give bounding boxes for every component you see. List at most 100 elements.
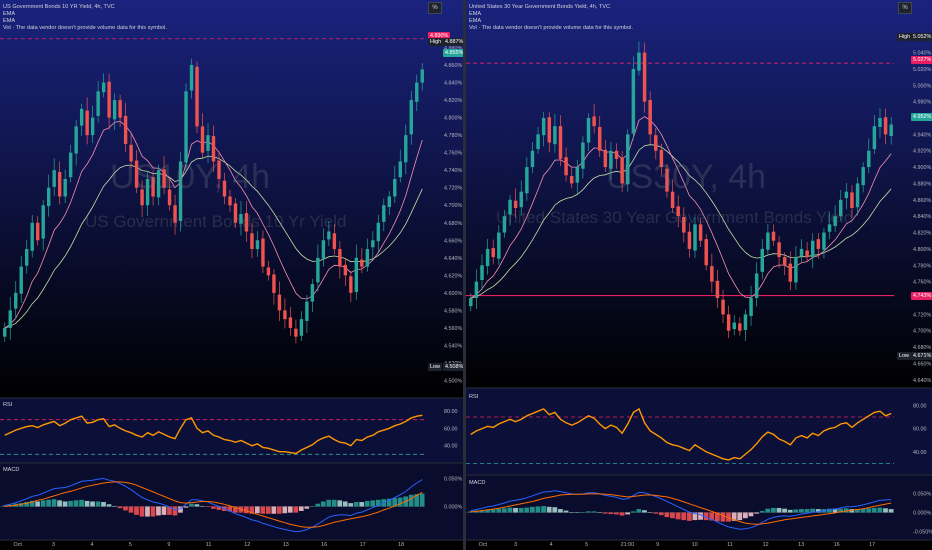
macd-histogram-bar <box>178 506 183 513</box>
macd-histogram-bar <box>139 506 145 517</box>
candle-body <box>883 117 888 135</box>
candle-body <box>698 224 703 241</box>
macd-histogram-bar <box>653 512 659 514</box>
candle-body <box>553 126 557 145</box>
macd-histogram-bar <box>535 506 541 513</box>
time-axis-tick: 17 <box>869 542 875 548</box>
rsi-label[interactable]: RSI <box>3 402 13 408</box>
candle-body <box>14 292 18 309</box>
price-axis-tick: 4.820% <box>444 98 462 104</box>
macd-label[interactable]: MACD <box>3 467 20 473</box>
price-axis-tick: 4.800% <box>444 116 462 122</box>
candle-body <box>3 327 7 337</box>
macd-histogram-bar <box>485 509 490 513</box>
candle-body <box>541 118 546 136</box>
macd-histogram-bar <box>866 508 872 513</box>
candle-body <box>726 314 731 331</box>
high-label: High <box>428 38 444 46</box>
candle-body <box>63 178 67 197</box>
low-value: 4.508% <box>443 363 463 371</box>
time-axis-tick: 3 <box>514 542 517 548</box>
macd-histogram-bar <box>860 508 866 513</box>
macd-histogram-bar <box>518 507 524 513</box>
ema-legend-2[interactable]: EMA <box>469 18 482 24</box>
candle-body <box>239 214 243 224</box>
macd-histogram-bar <box>871 507 877 513</box>
ema-legend-1[interactable]: EMA <box>469 11 482 17</box>
chart-title[interactable]: United States 30 Year Government Bonds Y… <box>469 4 611 10</box>
macd-histogram-bar <box>227 506 233 512</box>
chart-title[interactable]: US Government Bonds 10 YR Yield, 4h, TVC <box>3 4 115 10</box>
candle-body <box>654 135 658 151</box>
candle-body <box>398 161 402 178</box>
chart-pane-us10y[interactable]: 4.880% 4.860% 4.840% 4.820% 4.800% 4.780% 4.76… <box>0 0 463 550</box>
ema-legend-2[interactable]: EMA <box>3 18 16 24</box>
candle-body <box>19 266 23 294</box>
macd-histogram-bar <box>479 510 485 513</box>
ema-legend-1[interactable]: EMA <box>3 11 16 17</box>
macd-histogram-bar <box>793 509 799 513</box>
chart-pane-us30y[interactable]: 5.060%5.040%5.020%5.000%4.980%4.960%4.94… <box>466 0 932 550</box>
macd-histogram-bar <box>838 508 844 513</box>
currency-button[interactable]: % <box>428 2 442 14</box>
time-axis-tick: 5 <box>129 542 132 548</box>
candle-body <box>547 117 552 143</box>
macd-histogram-bar <box>95 501 101 507</box>
macd-histogram-bar <box>255 506 260 514</box>
low-label: Low <box>897 352 911 360</box>
candle-body <box>743 314 748 330</box>
macd-label[interactable]: MACD <box>469 480 486 486</box>
main-pane-background <box>466 0 932 388</box>
rsi-label[interactable]: RSI <box>469 394 479 400</box>
candle-body <box>365 249 370 267</box>
candle-body <box>502 216 507 233</box>
macd-histogram-bar <box>642 510 647 513</box>
macd-histogram-bar <box>216 506 222 510</box>
candle-body <box>30 222 34 251</box>
candle-body <box>184 91 188 163</box>
candle-body <box>228 196 232 206</box>
chart-canvas-us10y[interactable]: 4.880% 4.860% 4.840% 4.820% 4.800% 4.780% 4.76… <box>0 0 463 550</box>
time-axis-tick: 17 <box>360 542 366 548</box>
time-axis-tick: 11 <box>727 542 733 548</box>
rsi-axis-tick: 60.00 <box>444 426 458 432</box>
macd-histogram-bar <box>326 499 332 507</box>
macd-histogram-bar <box>145 506 150 517</box>
macd-histogram-bar <box>686 512 692 521</box>
time-axis-tick: 12 <box>763 542 769 548</box>
macd-histogram-bar <box>167 506 172 515</box>
pane-divider[interactable] <box>463 0 466 550</box>
candle-body <box>777 242 781 258</box>
macd-histogram-bar <box>414 494 420 507</box>
candle-body <box>173 205 177 223</box>
rsi-line <box>4 414 423 455</box>
candle-body <box>272 274 276 293</box>
price-axis-tick: 4.740% <box>444 168 462 174</box>
time-axis-tick: 9 <box>656 542 659 548</box>
chart-canvas-us30y[interactable]: 5.060%5.040%5.020%5.000%4.980%4.960%4.94… <box>466 0 932 550</box>
candle-body <box>129 144 133 162</box>
macd-histogram-bar <box>496 508 502 513</box>
candle-body <box>732 322 736 330</box>
candle-body <box>321 240 326 259</box>
candle-body <box>536 134 540 150</box>
price-axis-tick: 4.640% <box>913 378 931 384</box>
candle-body <box>371 240 375 248</box>
macd-histogram-bar <box>68 500 73 507</box>
rsi-axis-tick: 80.00 <box>444 409 458 415</box>
candle-body <box>255 240 260 250</box>
macd-histogram-bar <box>776 507 782 513</box>
time-axis-tick: 5 <box>585 542 588 548</box>
macd-histogram-bar <box>293 506 299 513</box>
macd-histogram-bar <box>282 506 288 514</box>
ema-fast-line <box>470 116 892 299</box>
macd-histogram-bar <box>468 511 474 513</box>
macd-histogram-bar <box>658 512 664 516</box>
candle-body <box>387 196 391 207</box>
macd-histogram-bar <box>320 501 326 507</box>
macd-histogram-bar <box>161 506 167 515</box>
macd-histogram-bar <box>244 506 249 514</box>
candle-body <box>782 257 787 266</box>
candle-body <box>294 328 298 337</box>
currency-button[interactable]: % <box>898 2 912 14</box>
